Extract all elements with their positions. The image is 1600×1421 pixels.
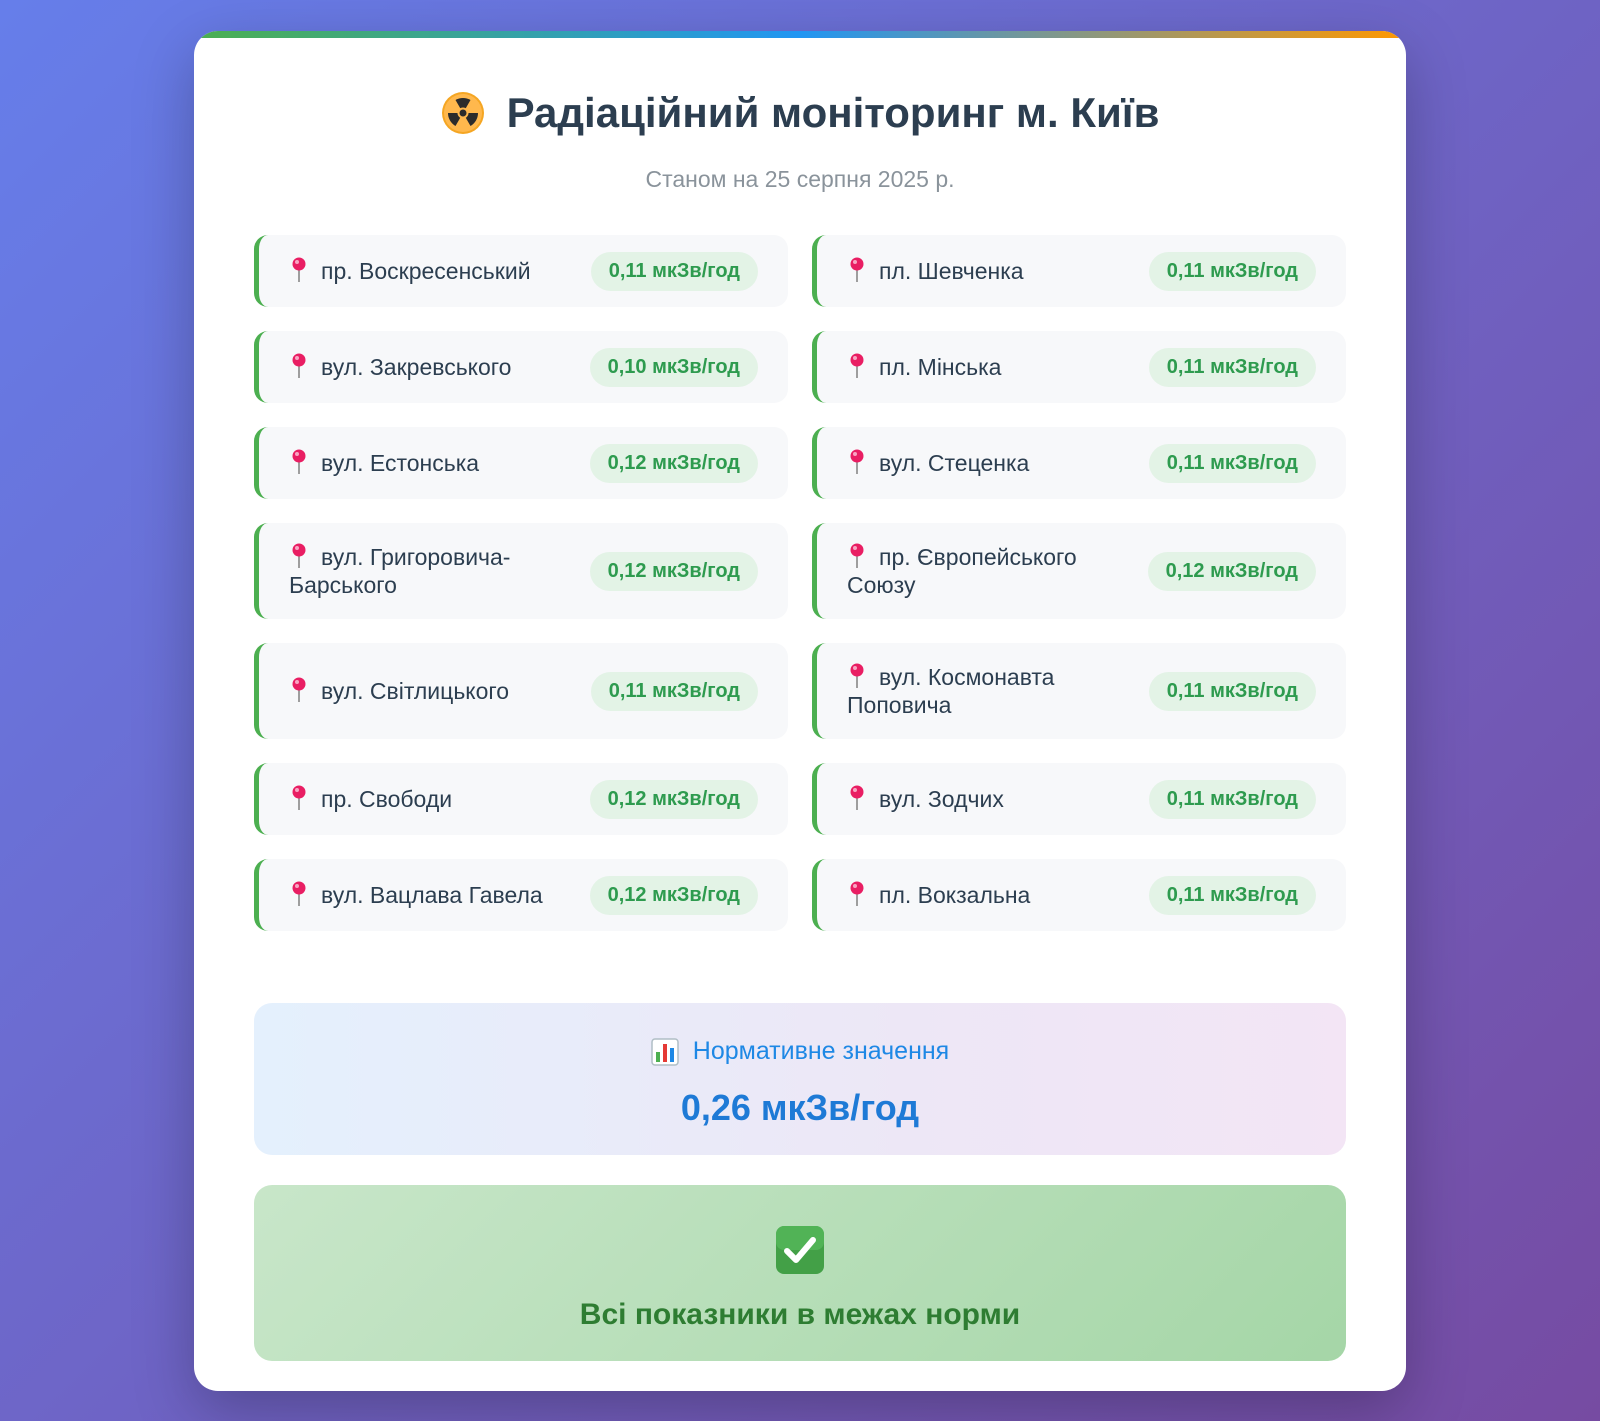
pin-icon <box>850 663 864 688</box>
location-card: вул. Естонська 0,12 мкЗв/год <box>254 427 788 499</box>
location-value: 0,11 мкЗв/год <box>1148 251 1316 291</box>
location-card: вул. Вацлава Гавела 0,12 мкЗв/год <box>254 859 788 931</box>
location-name: вул. Закревського <box>321 354 512 380</box>
location-card: пр. Воскресенський 0,11 мкЗв/год <box>254 235 788 307</box>
pin-icon <box>292 353 306 378</box>
bar-chart-icon <box>651 1037 679 1066</box>
header: Радіаційний моніторинг м. Київ Станом на… <box>194 91 1406 193</box>
locations-grid: пр. Воскресенський 0,11 мкЗв/год пл. Шев… <box>254 235 1346 931</box>
location-value: 0,11 мкЗв/год <box>1148 347 1316 387</box>
monitoring-card: Радіаційний моніторинг м. Київ Станом на… <box>194 31 1406 1391</box>
pin-icon <box>292 785 306 810</box>
pin-icon <box>292 543 306 568</box>
location-card: пл. Шевченка 0,11 мкЗв/год <box>812 235 1346 307</box>
location-name: вул. Естонська <box>321 450 480 476</box>
status-panel: Всі показники в межах норми <box>254 1185 1346 1361</box>
location-card: вул. Григоровича-Барського 0,12 мкЗв/год <box>254 523 788 619</box>
location-card: пл. Вокзальна 0,11 мкЗв/год <box>812 859 1346 931</box>
check-mark-icon <box>776 1226 824 1274</box>
page-title-row: Радіаційний моніторинг м. Київ <box>441 89 1160 136</box>
norm-panel: Нормативне значення 0,26 мкЗв/год <box>254 1003 1346 1155</box>
pin-icon <box>850 353 864 378</box>
location-value: 0,12 мкЗв/год <box>589 551 758 591</box>
location-card: вул. Закревського 0,10 мкЗв/год <box>254 331 788 403</box>
page-title: Радіаційний моніторинг м. Київ <box>506 89 1160 136</box>
pin-icon <box>292 449 306 474</box>
location-card: пл. Мінська 0,11 мкЗв/год <box>812 331 1346 403</box>
location-name: вул. Стеценка <box>879 450 1030 476</box>
location-value: 0,12 мкЗв/год <box>589 875 758 915</box>
pin-icon <box>850 881 864 906</box>
pin-icon <box>292 677 306 702</box>
location-value: 0,12 мкЗв/год <box>1147 551 1316 591</box>
location-value: 0,11 мкЗв/год <box>1148 875 1316 915</box>
location-value: 0,11 мкЗв/год <box>1148 779 1316 819</box>
card-accent-bar <box>194 31 1406 38</box>
norm-value: 0,26 мкЗв/год <box>680 1086 920 1128</box>
pin-icon <box>850 785 864 810</box>
location-name: вул. Григоровича-Барського <box>289 544 511 598</box>
location-card: вул. Космонавта Поповича 0,11 мкЗв/год <box>812 643 1346 739</box>
location-name: пл. Мінська <box>879 354 1002 380</box>
location-card: вул. Світлицького 0,11 мкЗв/год <box>254 643 788 739</box>
location-name: вул. Космонавта Поповича <box>847 664 1055 718</box>
radiation-icon <box>441 92 484 134</box>
location-value: 0,12 мкЗв/год <box>589 779 758 819</box>
norm-label: Нормативне значення <box>692 1037 950 1065</box>
pin-icon <box>850 257 864 282</box>
status-text: Всі показники в межах норми <box>579 1298 1021 1331</box>
location-value: 0,11 мкЗв/год <box>590 671 758 711</box>
location-card: вул. Стеценка 0,11 мкЗв/год <box>812 427 1346 499</box>
location-name: вул. Світлицького <box>321 678 510 704</box>
pin-icon <box>850 543 864 568</box>
location-name: пр. Воскресенський <box>321 258 531 284</box>
location-name: вул. Вацлава Гавела <box>321 882 543 908</box>
location-card: пр. Європейського Союзу 0,12 мкЗв/год <box>812 523 1346 619</box>
location-name: пл. Вокзальна <box>879 882 1031 908</box>
location-value: 0,12 мкЗв/год <box>589 443 758 483</box>
pin-icon <box>850 449 864 474</box>
location-value: 0,10 мкЗв/год <box>589 347 758 387</box>
location-name: пр. Свободи <box>321 786 453 812</box>
location-card: вул. Зодчих 0,11 мкЗв/год <box>812 763 1346 835</box>
location-value: 0,11 мкЗв/год <box>1148 443 1316 483</box>
location-value: 0,11 мкЗв/год <box>1148 671 1316 711</box>
date-subtitle: Станом на 25 серпня 2025 р. <box>645 166 955 192</box>
pin-icon <box>292 257 306 282</box>
location-name: вул. Зодчих <box>879 786 1004 812</box>
location-name: пл. Шевченка <box>879 258 1024 284</box>
location-value: 0,11 мкЗв/год <box>590 251 758 291</box>
norm-label-row: Нормативне значення <box>651 1037 949 1066</box>
pin-icon <box>292 881 306 906</box>
location-name: пр. Європейського Союзу <box>847 544 1077 598</box>
location-card: пр. Свободи 0,12 мкЗв/год <box>254 763 788 835</box>
